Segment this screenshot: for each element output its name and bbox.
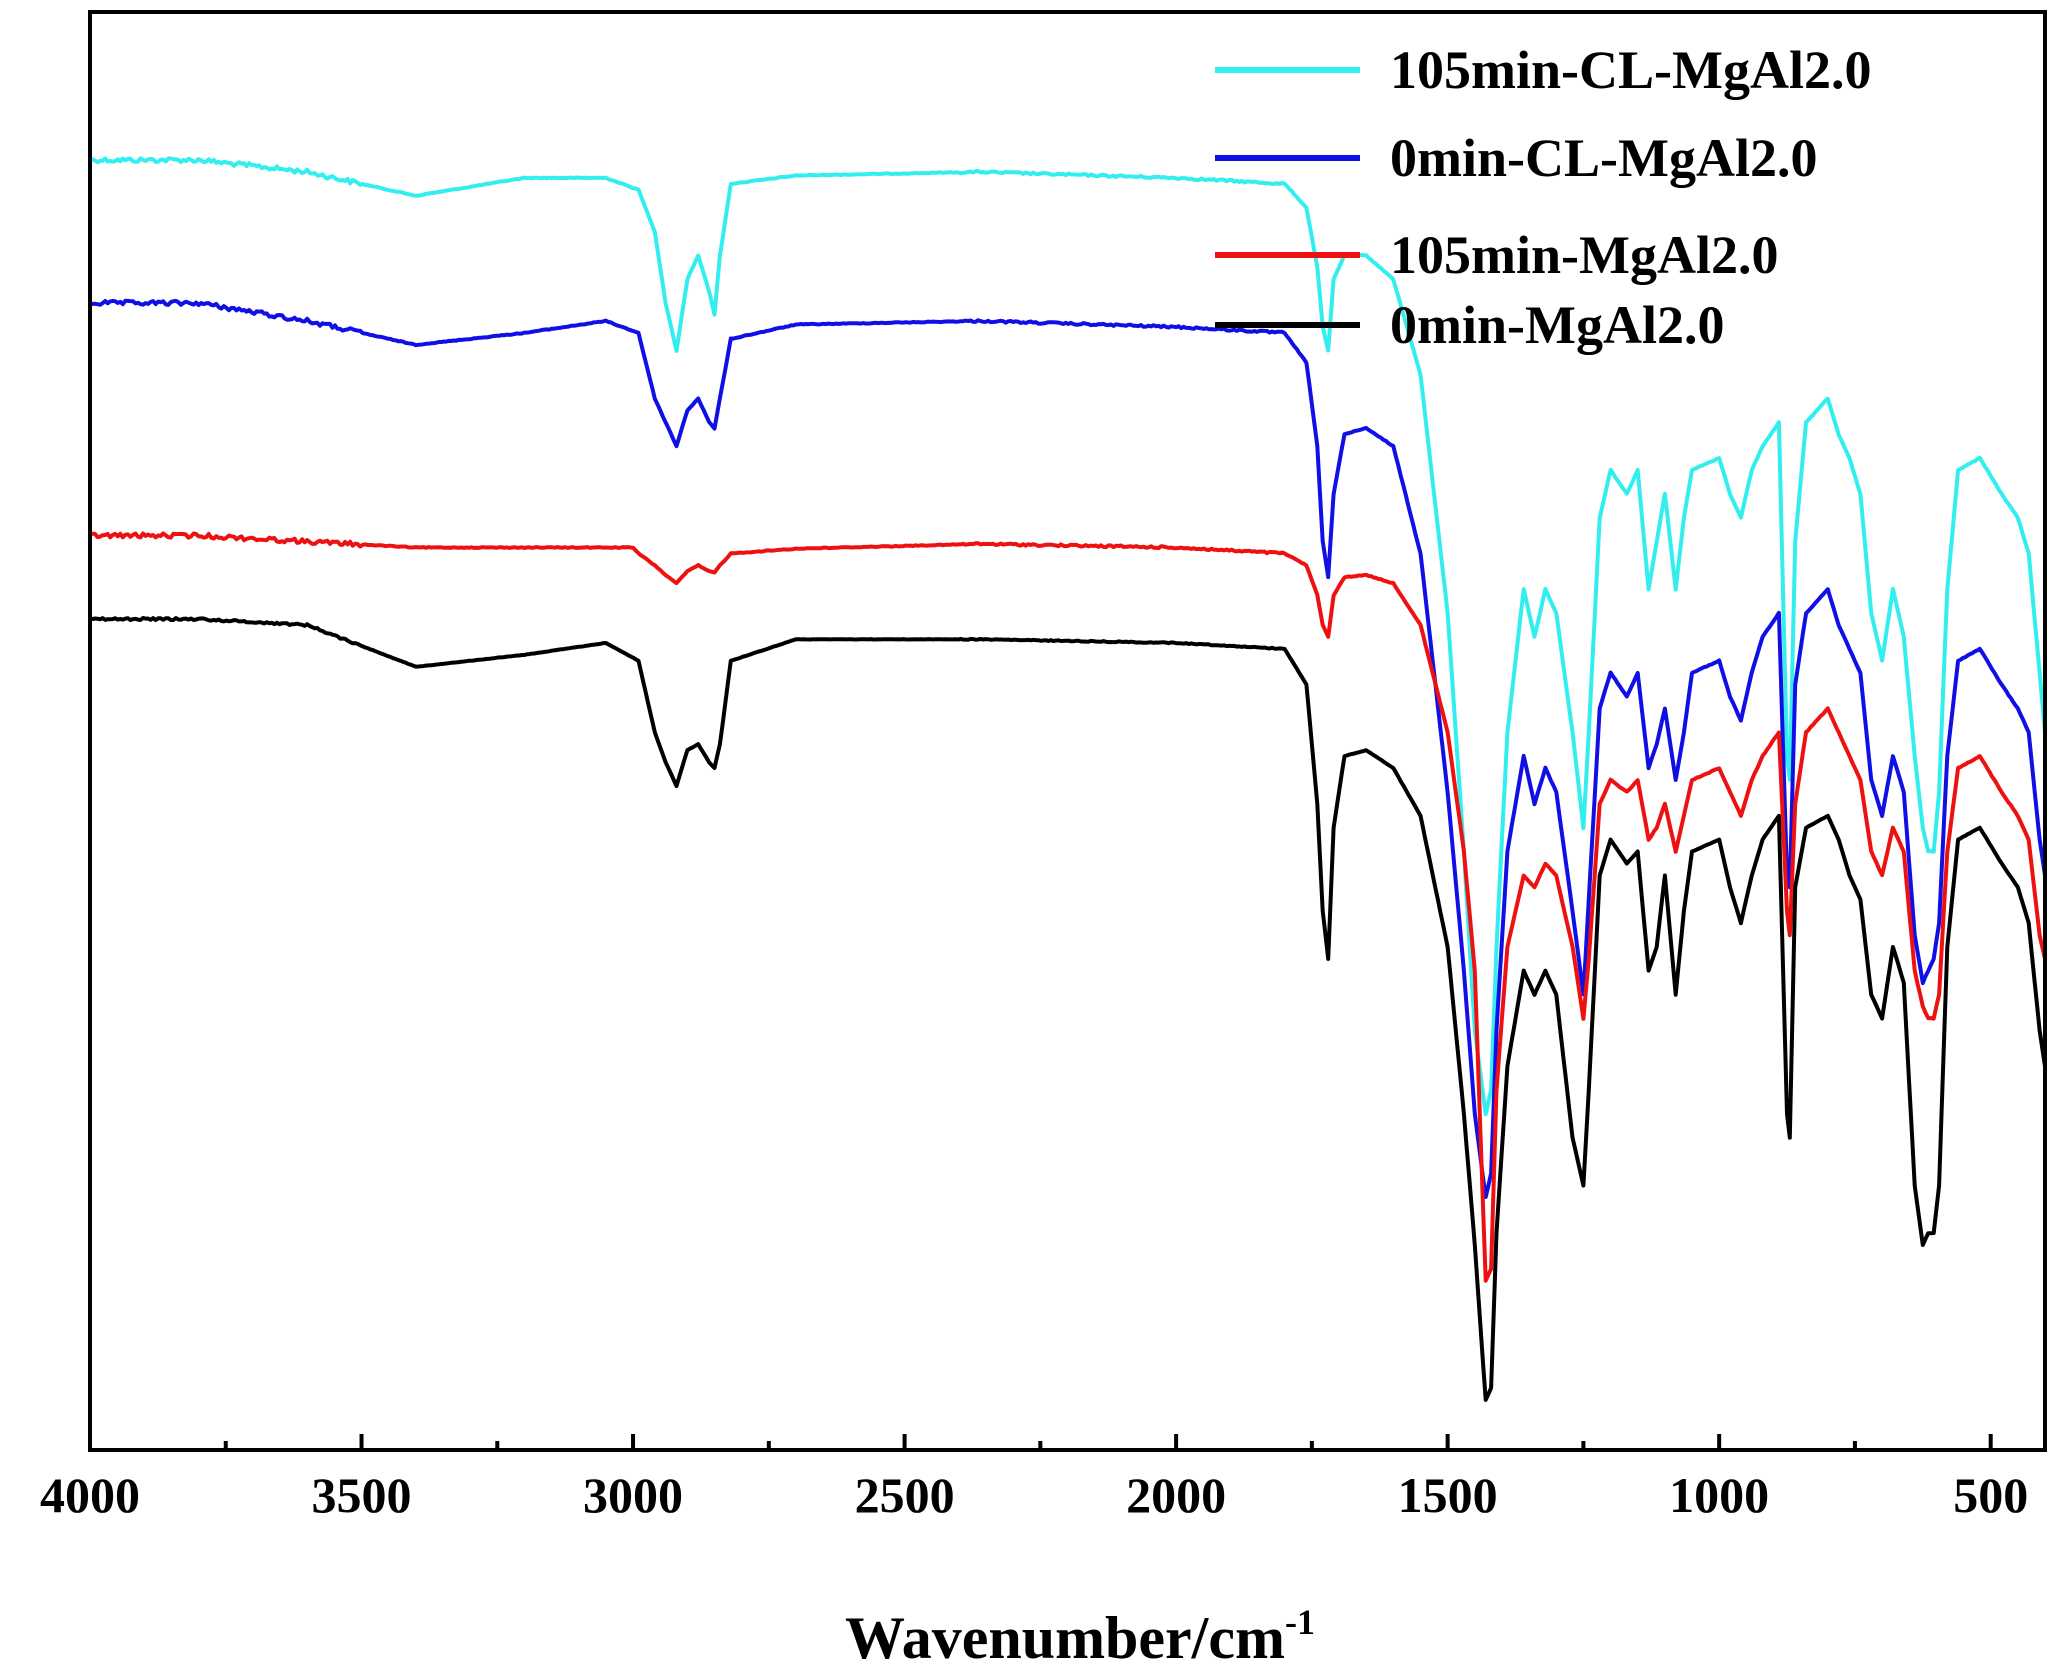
series-line-0min-cl-mgal2.0: [89, 298, 2047, 1199]
legend-label-0min-mgal2.0: 0min-MgAl2.0: [1390, 295, 1724, 355]
series-layer: [88, 156, 2047, 1402]
series-line-0min-mgal2.0: [89, 616, 2047, 1402]
x-tick-label-3500: 3500: [312, 1467, 412, 1523]
x-tick-label-4000: 4000: [40, 1467, 140, 1523]
x-tick-label-500: 500: [1953, 1467, 2028, 1523]
series-line-105min-cl-mgal2.0: [88, 156, 2047, 1117]
x-tick-label-2000: 2000: [1126, 1467, 1226, 1523]
x-axis-label: Wavenumber/cm-1: [845, 1602, 1315, 1671]
x-tick-label-1000: 1000: [1669, 1467, 1769, 1523]
plot-frame: [88, 10, 2047, 1452]
series-line-105min-mgal2.0: [89, 531, 2047, 1283]
x-axis-label-text: Wavenumber/cm: [845, 1605, 1285, 1671]
x-axis-tick-labels: 4000 3500 3000 2500 2000 1500 1000 500: [40, 1467, 2028, 1523]
x-tick-label-2500: 2500: [855, 1467, 955, 1523]
x-axis-label-superscript: -1: [1285, 1602, 1315, 1642]
x-tick-label-1500: 1500: [1398, 1467, 1498, 1523]
legend-label-105min-cl-mgal2.0: 105min-CL-MgAl2.0: [1390, 40, 1871, 100]
legend: 105min-CL-MgAl2.0 0min-CL-MgAl2.0 105min-M…: [1215, 40, 1871, 355]
legend-label-0min-cl-mgal2.0: 0min-CL-MgAl2.0: [1390, 128, 1817, 188]
legend-label-105min-mgal2.0: 105min-MgAl2.0: [1390, 225, 1778, 285]
x-tick-label-3000: 3000: [583, 1467, 683, 1523]
x-axis-ticks: [88, 1434, 1993, 1450]
